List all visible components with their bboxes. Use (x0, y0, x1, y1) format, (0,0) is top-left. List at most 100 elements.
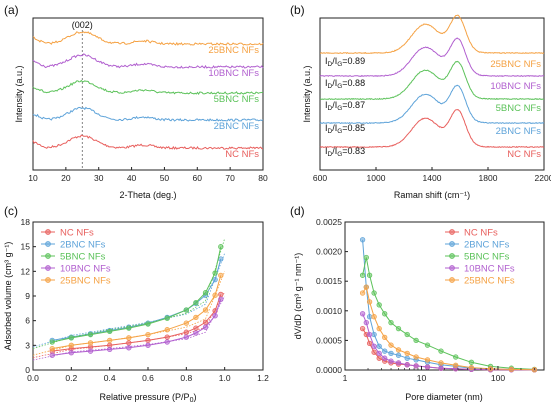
isotherm-legend-label-1: 2BNC NFs (60, 240, 106, 251)
pore-size-point-4-9 (413, 354, 419, 360)
raman-curve-4 (320, 14, 545, 55)
pore-size-point-2-13 (468, 359, 475, 365)
xrd-x-tick-label-6: 70 (225, 173, 235, 183)
pore-size-point-4-7 (395, 347, 402, 353)
pore-size-point-0-3 (371, 349, 377, 355)
raman-ratio-label-1: ID/IG=0.85 (325, 123, 365, 135)
raman-x-ticks: 600 1000 1400 1800 2200 (313, 167, 551, 183)
pore-size-point-2-4 (376, 302, 382, 308)
pore-size-point-3-8 (404, 362, 410, 368)
pore-size-y-tick-label-3: 0.0015 (316, 276, 342, 286)
isotherm-point-0-6 (164, 334, 170, 340)
pore-size-point-3-5 (382, 355, 388, 361)
isotherm-point-4-11 (218, 272, 224, 279)
pore-size-point-4-11 (438, 360, 444, 366)
xrd-y-axis-title: Intensity (a.u.) (14, 65, 24, 122)
pore-size-point-2-1 (363, 254, 369, 261)
raman-x-tick-label-4: 2200 (535, 173, 551, 183)
pore-size-point-2-3 (371, 290, 377, 296)
pore-size-legend-label-3: 10BNC NFs (464, 264, 515, 275)
pore-size-x-tick-label-0: 1 (343, 373, 348, 383)
isotherm-y-tick-label-6: 18 (21, 217, 31, 227)
pore-size-point-3-11 (438, 365, 444, 371)
raman-series-label-2: 5BNC NFs (496, 103, 542, 114)
pore-size-x-axis-title: Pore diameter (nm) (405, 392, 483, 402)
isotherm-y-tick-label-4: 12 (21, 266, 31, 276)
pore-size-point-3-10 (424, 364, 431, 370)
isotherm-y-axis-title: Adsorbed volume (cm³ g⁻¹) (3, 242, 13, 351)
pore-size-point-2-7 (395, 325, 402, 332)
raman-x-tick-label-1: 1000 (367, 173, 386, 183)
isotherm-point-0-4 (126, 340, 132, 346)
isotherm-point-3-6 (164, 339, 170, 345)
isotherm-y-ticks: 0 3 6 9 12 15 18 (21, 217, 36, 375)
isotherm-point-2-5 (145, 321, 151, 327)
pore-size-y-tick-label-4: 0.0020 (316, 247, 342, 257)
pore-size-x-tick-label-1: 10 (417, 373, 427, 383)
pore-size-point-1-2 (366, 314, 373, 320)
pore-size-legend-marker-4 (449, 277, 455, 283)
xrd-x-tick-label-3: 40 (127, 173, 137, 183)
raman-series-labels: NC NFs 2BNC NFs 5BNC NFs 10BNC NFs 25BNC NFs (490, 59, 541, 160)
isotherm-legend-marker-2 (45, 253, 51, 259)
pore-size-point-1-4 (376, 343, 382, 349)
pore-size-y-tick-label-2: 0.0010 (316, 306, 342, 316)
panel-b-letter: (b) (290, 3, 305, 17)
panel-a-letter: (a) (4, 3, 19, 17)
isotherm-point-0-5 (145, 337, 151, 344)
isotherm-point-2-9 (202, 290, 209, 296)
raman-series-label-0: NC NFs (507, 149, 541, 160)
pore-size-point-2-10 (424, 342, 431, 348)
panel-c-isotherms: (c) 0.0 0.2 0.4 0.6 0.8 1.0 1.2 0 3 6 9 12 15 18 NC … (3, 204, 269, 404)
isotherm-point-2-6 (164, 315, 170, 321)
raman-series-label-3: 10BNC NFs (490, 81, 541, 92)
isotherm-point-4-2 (87, 340, 94, 346)
panel-b-raman: (b) NC NFs 2BNC NFs 5BNC NFs 10BNC NFs 25BNC… (290, 3, 551, 200)
isotherm-series (32, 238, 226, 361)
isotherm-x-tick-label-3: 0.6 (142, 373, 154, 383)
isotherm-point-0-9 (202, 319, 209, 325)
isotherm-point-3-5 (145, 342, 151, 348)
pore-size-point-4-12 (453, 362, 459, 368)
raman-ratio-label-0: ID/IG=0.83 (325, 146, 365, 158)
isotherm-point-0-8 (193, 325, 199, 331)
xrd-x-tick-label-7: 80 (258, 173, 268, 183)
pore-size-point-4-0 (359, 290, 366, 296)
pore-size-y-tick-label-0: 0.0000 (316, 365, 342, 375)
xrd-x-ticks: 10 20 30 40 50 60 70 80 (28, 167, 268, 183)
isotherm-point-4-0 (49, 345, 55, 352)
pore-size-series-1 (359, 237, 538, 373)
xrd-x-tick-label-2: 30 (94, 173, 104, 183)
raman-x-axis-title: Raman shift (cm⁻¹) (394, 190, 470, 200)
isotherm-legend-marker-1 (45, 241, 51, 247)
isotherm-point-4-4 (126, 335, 132, 341)
pore-size-point-1-0 (359, 237, 366, 243)
pore-size-legend-label-0: NC NFs (464, 228, 498, 239)
pore-size-point-1-6 (388, 350, 394, 357)
pore-size-point-0-2 (366, 340, 373, 347)
isotherm-point-4-5 (145, 331, 151, 338)
pore-size-x-tick-label-2: 100 (491, 373, 505, 383)
raman-curve-0 (319, 109, 545, 149)
pore-size-point-3-9 (413, 363, 419, 369)
pore-size-legend-label-2: 5BNC NFs (464, 252, 510, 263)
pore-size-point-4-3 (371, 314, 377, 320)
isotherm-point-3-0 (49, 352, 55, 358)
pore-size-point-3-1 (363, 319, 369, 326)
isotherm-point-4-1 (68, 342, 74, 348)
panel-a-frame (32, 17, 264, 171)
pore-size-point-3-2 (366, 331, 373, 338)
xrd-curves (32, 31, 264, 150)
isotherm-point-3-4 (126, 345, 132, 351)
raman-intensity-ratios: ID/IG=0.83 ID/IG=0.85 ID/IG=0.87 ID/IG=0.88… (325, 56, 365, 158)
pore-size-point-3-7 (395, 360, 402, 366)
pore-size-point-4-5 (382, 334, 388, 341)
raman-series-label-1: 2BNC NFs (496, 126, 542, 137)
isotherm-point-3-1 (68, 350, 74, 356)
pore-size-point-3-4 (376, 350, 382, 357)
pore-size-point-1-8 (404, 355, 410, 361)
pore-size-point-2-6 (388, 319, 394, 326)
isotherm-x-axis-title: Relative pressure (P/P0) (100, 392, 197, 404)
isotherm-legend-label-3: 10BNC NFs (60, 264, 111, 275)
isotherm-point-4-10 (212, 292, 218, 298)
